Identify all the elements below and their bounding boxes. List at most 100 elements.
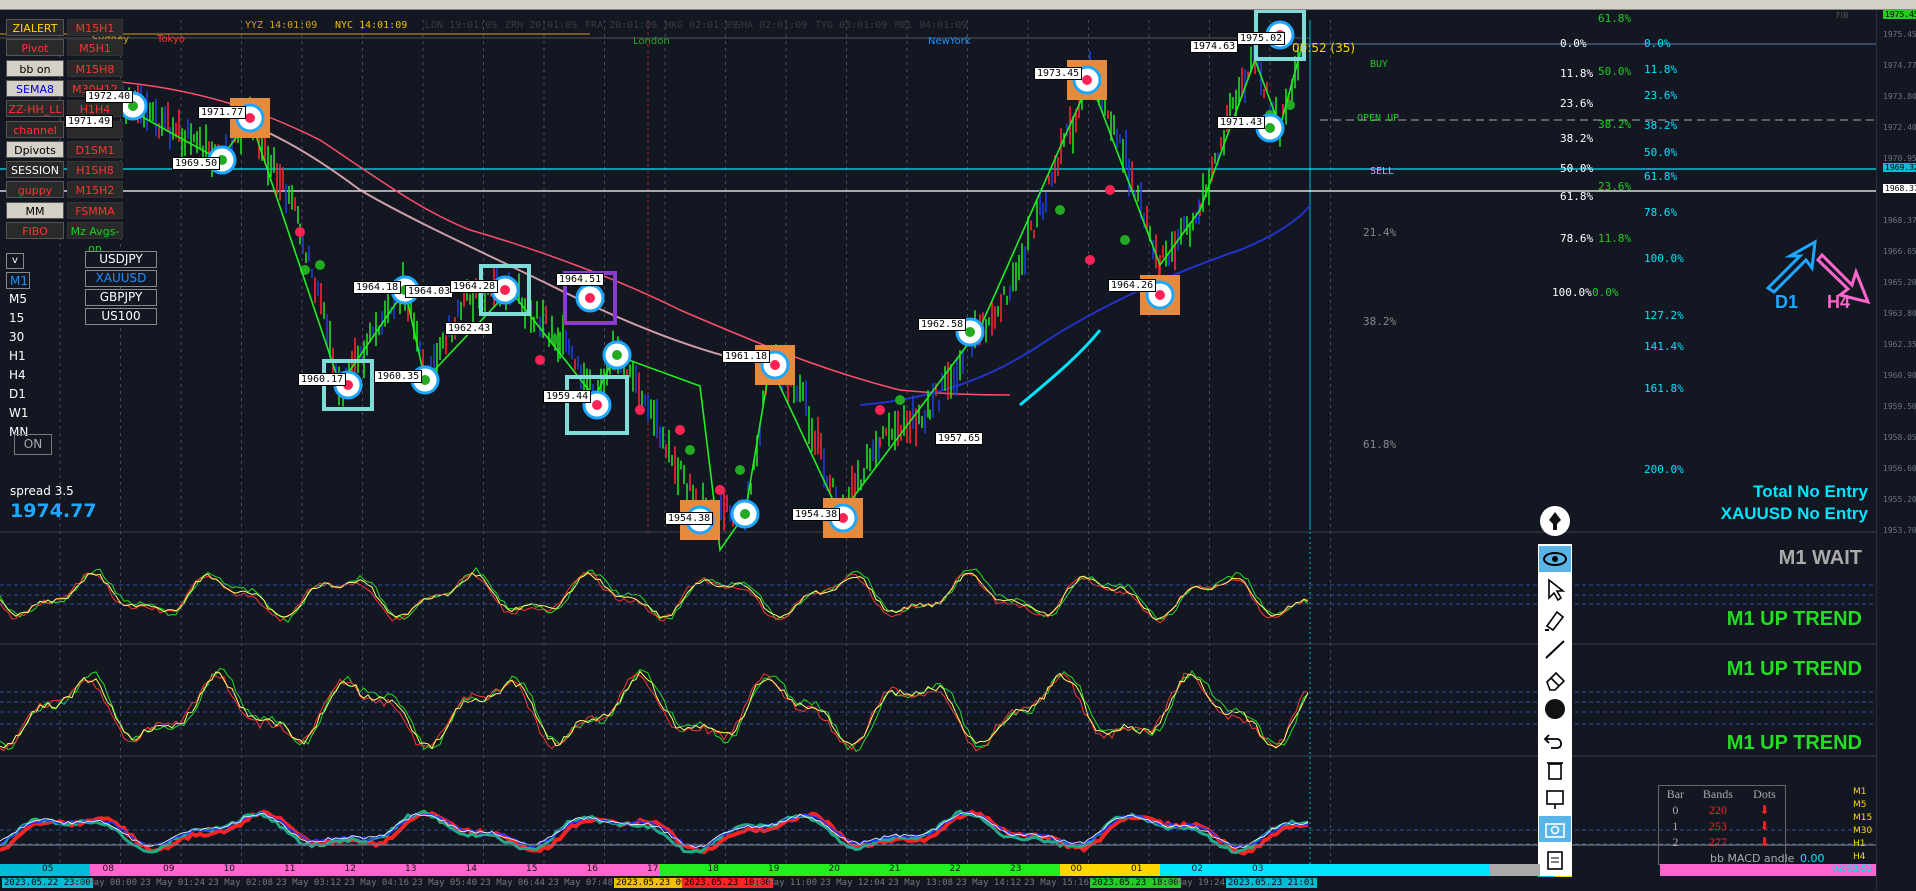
delete-tool[interactable] [1539,756,1571,782]
indicator-button[interactable]: guppy [6,181,64,199]
chart-canvas[interactable] [0,10,1876,890]
indicator-button[interactable]: M15H2 [67,181,123,199]
vertical-grid [59,20,1331,870]
date-tick: 23 May 00:00 [72,878,138,888]
target-center [500,285,510,295]
indicator-button[interactable]: M15H1 [67,19,123,36]
fib-level: 78.6% [1644,206,1678,219]
highlighter-icon [1545,610,1565,632]
eye-tool[interactable] [1539,546,1571,572]
swing-box [565,375,629,435]
fib-level: 161.8% [1644,382,1684,395]
clipboard-tool[interactable] [1539,846,1571,872]
indicator-button[interactable]: ZZ-HH_LL [6,100,64,118]
signal-dot [635,405,645,415]
symbol-xauusd[interactable]: XAUUSD [85,270,157,287]
price-label: 1964.18 [353,281,402,294]
indicator-value: 0.00 [1800,852,1825,865]
fib-level: 23.6% [1644,89,1678,102]
indicator-button[interactable]: MM [6,201,64,219]
line-icon [1545,640,1565,659]
fib-level: 61.8% [1644,170,1678,183]
target-center [965,327,975,337]
timeframe-w1[interactable]: W1 [9,406,29,420]
symbol-gbpjpy[interactable]: GBPJPY [85,289,157,306]
timeframe-mn[interactable]: MN [9,425,29,439]
price-label: 1954.38 [792,508,841,521]
date-tick: 23 May 11:00 [752,878,818,888]
indicator-button[interactable]: FIBO [6,222,64,239]
signal-dot [685,445,695,455]
signal-dot [535,355,545,365]
date-tick: 23 May 03:12 [276,878,342,888]
server-time: 02:58:52 [1832,864,1873,874]
timeframe-m5[interactable]: M5 [9,292,27,306]
indicator-button[interactable]: D1SM1 [67,140,123,158]
indicator-button[interactable]: SEMA8 [6,79,64,97]
color-tool[interactable] [1539,696,1571,722]
undo-tool[interactable] [1539,726,1571,752]
symbol-usdjpy[interactable]: USDJPY [85,251,157,268]
indicator-button[interactable]: M15H8 [67,59,123,77]
hour-tick: 11 [284,864,296,874]
indicator-button[interactable]: bb on [6,59,64,77]
indicator-button[interactable]: FSMMA [67,201,123,219]
session-color-bar [0,864,1876,876]
oscillator-line [0,571,1309,624]
indicator-button[interactable]: Mz Avgs-on [67,222,123,255]
timeframe-h1[interactable]: H1 [9,349,26,363]
session-clock: ZRH 20:01:09 [505,20,578,31]
price-label: 1971.43 [1217,116,1266,129]
timeframe-h4[interactable]: H4 [9,368,26,382]
eraser-tool[interactable] [1539,666,1571,692]
fib-level: 0.0% [1592,286,1619,299]
signal-dot [715,485,725,495]
indicator-button[interactable]: H1SH8 [67,161,123,179]
signal-dot [1085,255,1095,265]
timeframe-m1[interactable]: M1 [6,272,30,289]
symbol-us100[interactable]: US100 [85,308,157,325]
on-button[interactable]: ON [14,434,52,455]
target-center [1082,75,1092,85]
camera-icon [1545,823,1565,838]
m1-trend-1: M1 UP TREND [1726,608,1862,630]
table-timeframe: M30 [1853,826,1873,836]
price-label: 1964.03 [405,285,454,298]
timeframe-30[interactable]: 30 [9,330,25,344]
price-tick: 1963.80 [1883,309,1916,318]
indicator-button[interactable]: channel [6,120,64,138]
indicator-button[interactable]: Dpivots [6,140,64,158]
fib-level: 11.8% [1598,232,1632,245]
date-tick: 23 May 07:48 [548,878,614,888]
timeframe-d1[interactable]: D1 [9,387,26,401]
pen-icon [1549,512,1561,530]
fib-level: 21.4% [1363,226,1397,239]
pen-tool-toggle[interactable] [1540,506,1570,536]
indicator-button[interactable]: SESSION [6,161,64,179]
fib-top-label: FIB [1836,11,1849,20]
fib-level: 38.2% [1598,118,1632,131]
price-label: 1972.40 [85,90,134,103]
screenshot-tool[interactable] [1539,786,1571,812]
camera-tool[interactable] [1539,816,1571,842]
indicator-button[interactable]: M5H1 [67,39,123,57]
table-timeframe: M15 [1853,813,1873,823]
indicator-button[interactable]: Pivot [6,39,64,57]
monitor-icon [1546,790,1564,809]
highlighter-tool[interactable] [1539,606,1571,632]
eye-icon [1543,552,1567,566]
swing-markers [118,10,1306,540]
signal-dot [1105,185,1115,195]
title-strip [0,0,1916,10]
fib-level: 38.2% [1644,119,1678,132]
table-timeframe: M5 [1853,800,1867,810]
hour-tick: 03 [1252,864,1264,874]
cursor-tool[interactable] [1539,576,1571,602]
indicator-button[interactable]: ZIALERT [6,19,64,36]
session-clock: MEL 04:01:09 [895,20,968,31]
collapse-toggle[interactable]: v [6,253,24,269]
timeframe-15[interactable]: 15 [9,311,25,325]
hour-tick: 20 [828,864,840,874]
line-tool[interactable] [1539,636,1571,662]
signal-dot [1120,235,1130,245]
